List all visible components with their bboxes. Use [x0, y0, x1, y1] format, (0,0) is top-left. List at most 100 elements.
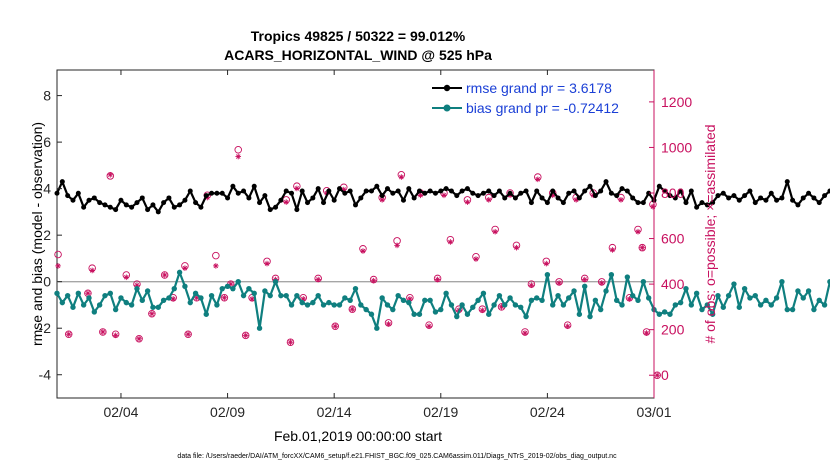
- rmse-point: [347, 188, 353, 194]
- bias-point: [731, 281, 737, 287]
- bias-point: [507, 295, 513, 301]
- rmse-point: [827, 188, 830, 194]
- obs-assimilated-marker: [242, 332, 249, 339]
- rmse-point: [699, 200, 705, 206]
- bias-point: [267, 292, 273, 299]
- rmse-point: [86, 197, 92, 203]
- rmse-point: [454, 193, 460, 199]
- bias-point: [683, 285, 689, 292]
- obs-assimilated-marker: [370, 277, 377, 284]
- bias-point: [342, 295, 348, 301]
- x-tick-label: 02/19: [423, 404, 458, 420]
- rmse-point: [646, 190, 652, 196]
- obs-assimilated-marker: [315, 276, 321, 283]
- rmse-point: [688, 188, 694, 194]
- rmse-point: [598, 188, 604, 194]
- rmse-point: [315, 186, 321, 192]
- obs-assimilated-marker: [473, 256, 479, 262]
- x-tick-label: 02/24: [530, 404, 565, 420]
- rmse-point: [790, 197, 796, 203]
- rmse-point: [310, 195, 316, 201]
- obs-possible-marker: [220, 294, 229, 302]
- rmse-point: [672, 195, 678, 201]
- rmse-point: [171, 204, 177, 210]
- bias-point: [597, 306, 604, 313]
- bias-point: [187, 299, 193, 306]
- rmse-point: [736, 197, 742, 203]
- rmse-point: [806, 190, 812, 196]
- y-axis-left-label: rmse and bias (model - observation): [29, 122, 45, 346]
- obs-possible-marker: [160, 271, 169, 279]
- rmse-point: [571, 188, 577, 194]
- bias-point: [182, 283, 188, 290]
- bias-point: [502, 302, 508, 308]
- obs-assimilated-marker: [598, 280, 605, 286]
- bias-point: [582, 283, 588, 290]
- bias-point: [688, 302, 695, 308]
- bias-point: [310, 299, 316, 306]
- bias-point: [347, 297, 353, 303]
- rmse-point: [475, 193, 481, 199]
- rmse-point: [214, 190, 220, 196]
- bias-point: [480, 290, 487, 297]
- legend-rmse-marker: [443, 84, 451, 92]
- bias-point: [523, 313, 529, 320]
- bias-point: [640, 278, 647, 285]
- bias-point: [779, 278, 785, 285]
- obs-assimilated-marker: [564, 323, 571, 330]
- bias-point: [560, 302, 567, 308]
- bias-point: [539, 297, 545, 303]
- rmse-point: [123, 202, 129, 208]
- obs-assimilated-marker: [464, 199, 471, 205]
- obs-assimilated-marker: [294, 185, 300, 192]
- rmse-point: [619, 186, 625, 192]
- bias-point: [661, 309, 668, 315]
- obs-assimilated-marker: [349, 306, 356, 312]
- legend-bias-marker: [443, 104, 451, 112]
- rmse-point: [219, 190, 225, 196]
- rmse-point: [177, 202, 183, 208]
- bias-point: [811, 306, 817, 313]
- rmse-point: [246, 195, 252, 201]
- obs-possible-marker: [99, 328, 107, 336]
- obs-assimilated-marker: [112, 332, 119, 339]
- y-left-tick-label: -2: [39, 320, 52, 336]
- bias-point: [176, 269, 183, 276]
- bias-point: [800, 295, 806, 301]
- rmse-point: [198, 204, 204, 210]
- rmse-point: [795, 202, 801, 208]
- rmse-point: [107, 204, 113, 210]
- obs-assimilated-marker: [235, 153, 242, 160]
- obs-assimilated-marker: [149, 310, 155, 317]
- rmse-point: [800, 195, 806, 201]
- rmse-point: [283, 188, 289, 194]
- bias-point: [70, 304, 76, 310]
- rmse-point: [587, 183, 593, 189]
- rmse-point: [731, 193, 737, 199]
- rmse-point: [582, 188, 588, 194]
- rmse-point: [416, 188, 422, 194]
- bias-point: [571, 288, 577, 294]
- obs-possible-marker: [234, 145, 242, 154]
- rmse-point: [635, 200, 641, 206]
- obs-possible-marker: [148, 309, 156, 318]
- bias-point: [363, 306, 369, 313]
- rmse-point: [91, 195, 97, 201]
- rmse-point: [411, 195, 417, 201]
- bias-point: [379, 295, 385, 301]
- rmse-point: [683, 200, 689, 206]
- rmse-point: [710, 200, 716, 206]
- bias-point: [544, 272, 551, 278]
- bias-point: [555, 292, 561, 299]
- rmse-point: [321, 200, 327, 206]
- bias-point: [352, 285, 359, 292]
- rmse-point: [811, 195, 817, 201]
- obs-assimilated-marker: [394, 242, 400, 249]
- rmse-point: [694, 204, 700, 210]
- bias-point: [741, 285, 748, 292]
- rmse-point: [97, 200, 103, 206]
- rmse-point: [480, 190, 486, 196]
- bias-point: [805, 288, 812, 294]
- bias-point: [288, 302, 295, 308]
- bias-point: [608, 272, 615, 278]
